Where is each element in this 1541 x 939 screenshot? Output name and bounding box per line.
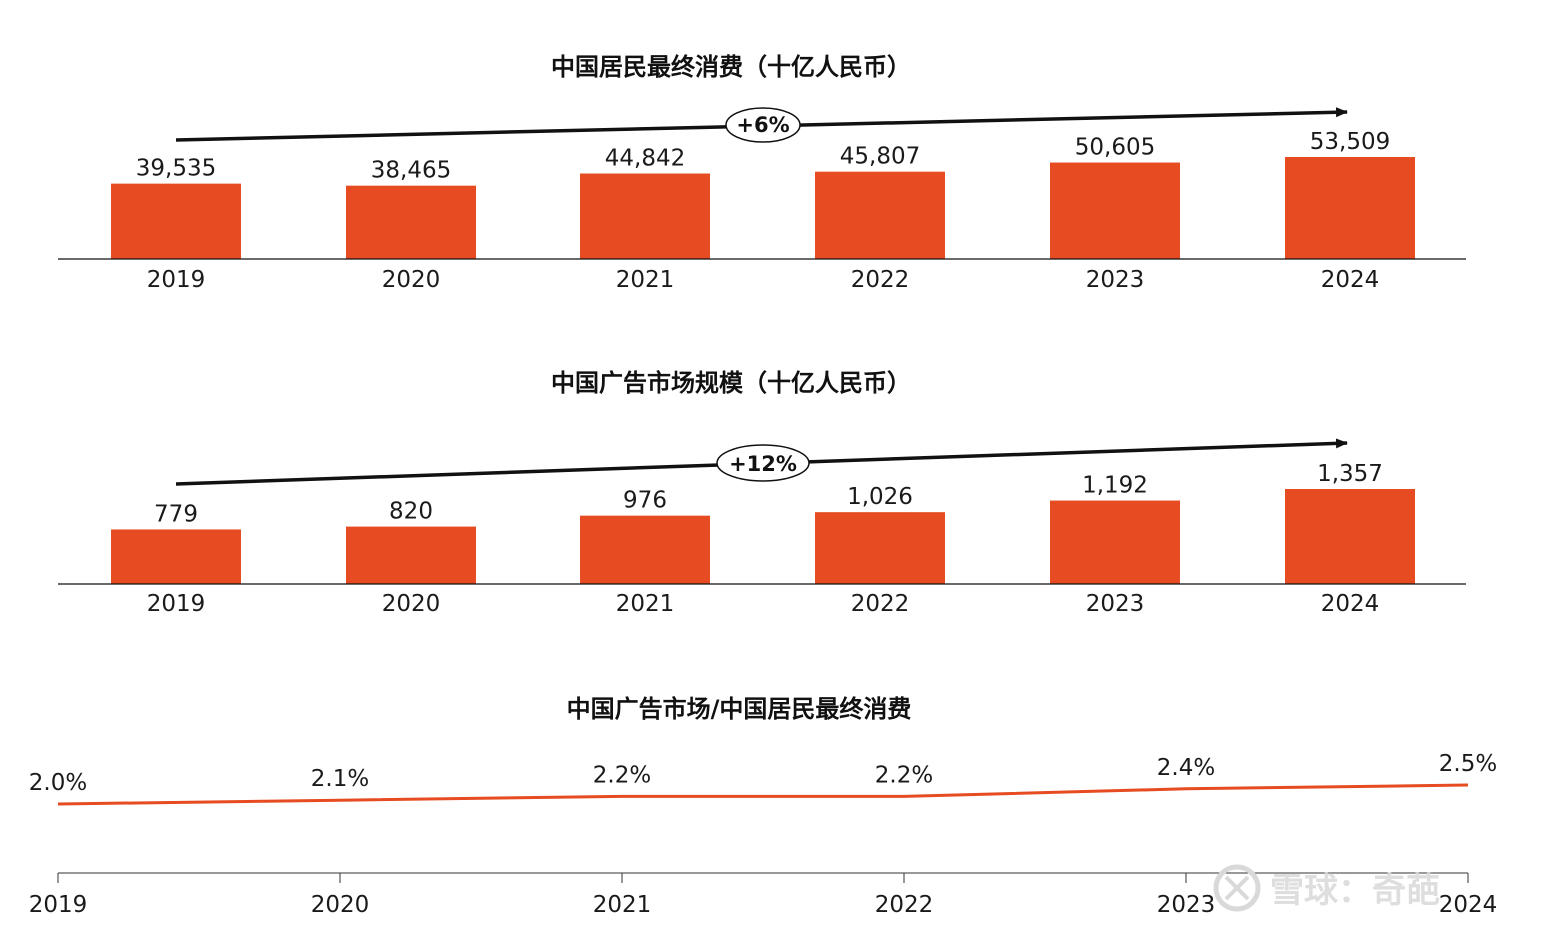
ratio-value-label-2022: 2.2% [875,762,933,788]
consumption-bar-2019 [111,183,241,259]
consumption-value-label-2024: 53,509 [1310,129,1390,155]
ad-market-value-label-2023: 1,192 [1082,473,1148,499]
ad-market-bar-2023 [1050,500,1180,584]
ad-market-tick-label-2022: 2022 [851,591,910,617]
watermark-text: 雪球：奇葩 [1270,871,1440,911]
ratio-value-label-2023: 2.4% [1157,755,1215,781]
consumption-tick-label-2024: 2024 [1321,267,1380,293]
ad-market-value-label-2019: 779 [154,501,198,527]
consumption-tick-label-2021: 2021 [616,267,675,293]
ratio-tick-label-2024: 2024 [1439,892,1498,918]
ratio-value-label-2019: 2.0% [29,770,87,796]
consumption-value-label-2023: 50,605 [1075,135,1155,161]
consumption-value-label-2020: 38,465 [371,158,451,184]
ratio-line-chart: 中国广告市场/中国居民最终消费 2019 2020 2021 2022 2023 2024… [29,695,1498,918]
consumption-value-label-2021: 44,842 [605,146,685,172]
ratio-tick-label-2022: 2022 [875,892,934,918]
ratio-tick-label-2023: 2023 [1157,892,1216,918]
ad-market-value-label-2020: 820 [389,499,433,525]
watermark-logo-icon [1213,864,1261,912]
ratio-tick-label-2019: 2019 [29,892,88,918]
ratio-series-line [57,783,1469,806]
consumption-bar-2023 [1050,162,1180,259]
consumption-growth-badge [725,107,801,143]
consumption-bar-2021 [580,173,710,259]
ad-market-bar-2020 [346,526,476,584]
ad-market-bar-2021 [580,515,710,584]
ratio-value-label-2021: 2.2% [593,762,651,788]
ad-market-bar-2024 [1285,489,1415,584]
consumption-growth-label: +6% [736,113,789,137]
ad-market-growth-badge [716,444,810,482]
ad-market-tick-label-2024: 2024 [1321,591,1380,617]
ad-market-bar-2022 [815,512,945,584]
watermark-logo-mark [1224,875,1250,901]
ad-market-value-label-2022: 1,026 [847,484,913,510]
consumption-chart-title: 中国居民最终消费（十亿人民币） [551,53,911,81]
ad-market-tick-label-2021: 2021 [616,591,675,617]
ad-market-bar-chart: 中国广告市场规模（十亿人民币） +12% 779 2019 820 2020 976 20… [58,369,1466,617]
consumption-bar-chart: 中国居民最终消费（十亿人民币） +6% 39,535 2019 38,465 2020… [58,53,1466,293]
consumption-bar-2024 [1285,157,1415,259]
ratio-tick-label-2021: 2021 [593,892,652,918]
ratio-value-label-2020: 2.1% [311,766,369,792]
consumption-value-label-2022: 45,807 [840,144,920,170]
ratio-tick-label-2020: 2020 [311,892,370,918]
ad-market-value-label-2021: 976 [623,488,667,514]
consumption-tick-label-2019: 2019 [147,267,206,293]
consumption-tick-label-2023: 2023 [1086,267,1145,293]
consumption-value-label-2019: 39,535 [136,156,216,182]
ratio-chart-title: 中国广告市场/中国居民最终消费 [567,695,912,723]
consumption-growth-arrow: +6% [175,107,1348,143]
ad-market-growth-label: +12% [729,452,797,476]
ad-market-growth-arrow: +12% [175,438,1348,486]
consumption-bar-2022 [815,171,945,259]
ad-market-value-label-2024: 1,357 [1317,461,1383,487]
ad-market-tick-label-2020: 2020 [382,591,441,617]
ad-market-tick-label-2023: 2023 [1086,591,1145,617]
ad-market-chart-title: 中国广告市场规模（十亿人民币） [551,369,911,397]
consumption-tick-label-2020: 2020 [382,267,441,293]
ratio-value-label-2024: 2.5% [1439,751,1497,777]
ad-market-bar-2019 [111,529,241,584]
ad-market-tick-label-2019: 2019 [147,591,206,617]
watermark: 雪球：奇葩 [1213,864,1440,912]
consumption-tick-label-2022: 2022 [851,267,910,293]
consumption-bar-2020 [346,185,476,259]
